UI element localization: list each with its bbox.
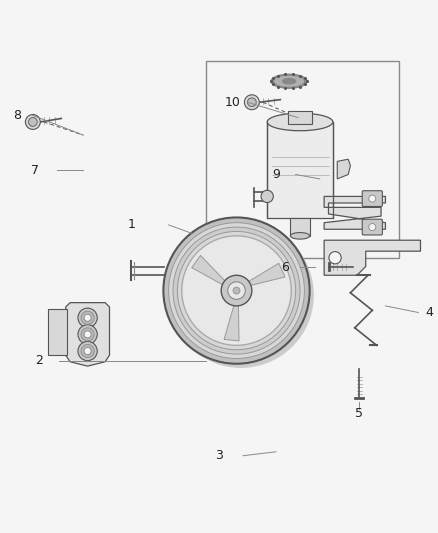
Text: 4: 4 [425, 306, 433, 319]
Polygon shape [192, 255, 227, 286]
Circle shape [81, 328, 94, 341]
Bar [288, 111, 312, 124]
Text: 3: 3 [215, 449, 223, 462]
Circle shape [369, 223, 376, 231]
Circle shape [78, 325, 97, 344]
Circle shape [261, 190, 273, 203]
Ellipse shape [275, 76, 304, 86]
Circle shape [163, 217, 310, 364]
Circle shape [247, 98, 256, 107]
FancyBboxPatch shape [362, 191, 382, 206]
Polygon shape [324, 240, 420, 275]
Bar [48, 309, 67, 355]
Circle shape [84, 348, 91, 354]
Ellipse shape [169, 223, 313, 367]
Circle shape [221, 275, 252, 306]
Text: 7: 7 [31, 164, 39, 176]
Circle shape [169, 223, 304, 359]
Circle shape [244, 95, 259, 110]
Polygon shape [324, 197, 385, 229]
Circle shape [28, 118, 37, 126]
Ellipse shape [271, 74, 307, 88]
Text: 9: 9 [272, 168, 280, 181]
Circle shape [78, 308, 97, 327]
Ellipse shape [267, 113, 333, 131]
Text: 10: 10 [224, 96, 240, 109]
Bar [267, 122, 333, 219]
Ellipse shape [290, 232, 310, 239]
Polygon shape [66, 303, 110, 366]
Text: 1: 1 [127, 219, 135, 231]
Text: 8: 8 [14, 109, 21, 122]
Circle shape [173, 227, 300, 354]
Bar [290, 219, 310, 236]
Circle shape [84, 331, 91, 338]
Circle shape [84, 314, 91, 321]
Text: 6: 6 [281, 261, 289, 274]
Polygon shape [246, 263, 285, 286]
Polygon shape [224, 303, 239, 341]
Circle shape [182, 236, 291, 345]
Bar [206, 61, 399, 258]
Circle shape [81, 311, 94, 324]
Circle shape [369, 195, 376, 202]
Text: 2: 2 [35, 354, 43, 367]
Polygon shape [337, 159, 350, 179]
Circle shape [228, 282, 245, 300]
Text: 5: 5 [355, 407, 363, 419]
Ellipse shape [283, 78, 296, 84]
Circle shape [233, 287, 240, 294]
Circle shape [25, 115, 40, 130]
FancyBboxPatch shape [362, 219, 382, 235]
Circle shape [81, 344, 94, 358]
Circle shape [329, 252, 341, 264]
Circle shape [78, 342, 97, 361]
Circle shape [177, 231, 296, 350]
